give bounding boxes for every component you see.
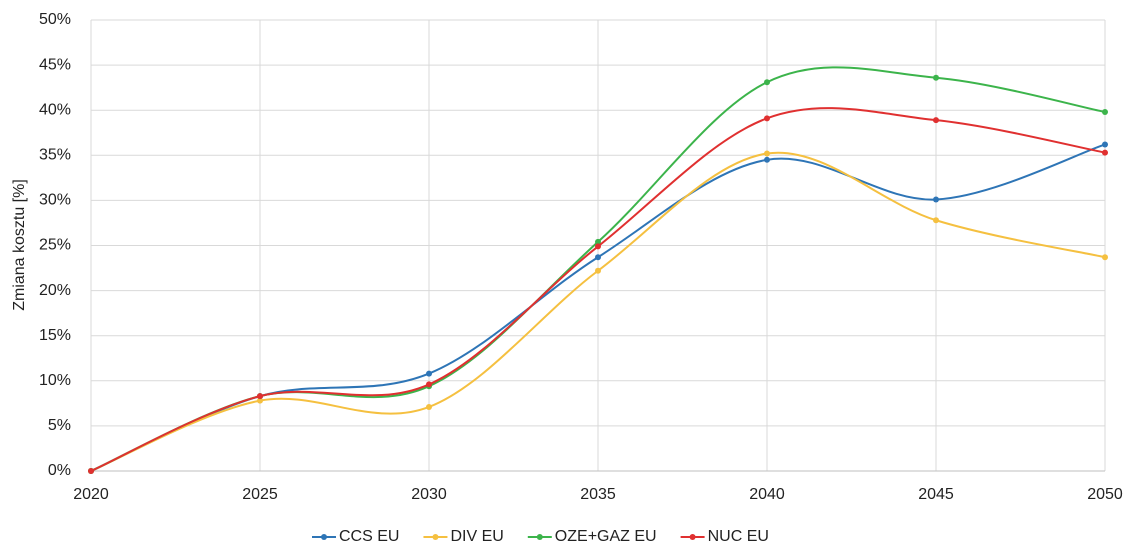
legend-label: NUC EU — [708, 528, 769, 545]
x-tick-label: 2050 — [1087, 486, 1123, 503]
x-tick-label: 2030 — [411, 486, 447, 503]
legend-label: CCS EU — [339, 528, 399, 545]
y-axis-label: Zmiana kosztu [%] — [11, 179, 28, 311]
x-tick-label: 2040 — [749, 486, 785, 503]
y-tick-label: 45% — [39, 56, 71, 73]
legend-label: OZE+GAZ EU — [555, 528, 657, 545]
legend-marker — [536, 534, 543, 540]
y-tick-label: 20% — [39, 282, 71, 299]
x-tick-label: 2020 — [73, 486, 109, 503]
y-tick-label: 50% — [39, 11, 71, 28]
y-tick-label: 10% — [39, 372, 71, 389]
point — [595, 254, 601, 261]
point — [1102, 109, 1108, 116]
legend-marker — [689, 534, 696, 540]
y-tick-label: 15% — [39, 327, 71, 344]
y-tick-label: 25% — [39, 237, 71, 254]
x-tick-label: 2045 — [918, 486, 954, 503]
point — [595, 267, 601, 274]
y-tick-label: 40% — [39, 101, 71, 118]
y-tick-label: 5% — [48, 417, 71, 434]
point — [764, 156, 770, 163]
y-tick-label: 0% — [48, 462, 71, 479]
point — [595, 238, 601, 245]
point — [933, 74, 939, 81]
point — [764, 79, 770, 86]
x-tick-label: 2025 — [242, 486, 278, 503]
point — [933, 217, 939, 224]
point — [257, 397, 263, 404]
point — [1102, 254, 1108, 261]
point — [426, 403, 432, 410]
y-tick-label: 35% — [39, 147, 71, 164]
point — [88, 468, 94, 474]
point — [1102, 141, 1108, 148]
point — [595, 243, 601, 250]
y-tick-label: 30% — [39, 192, 71, 209]
point — [257, 393, 263, 400]
legend-marker — [432, 534, 439, 540]
point — [1102, 149, 1108, 156]
point — [426, 370, 432, 377]
point — [933, 196, 939, 203]
legend-label: DIV EU — [450, 528, 503, 545]
point — [426, 381, 432, 388]
point — [764, 115, 770, 122]
legend-marker — [321, 534, 327, 540]
point — [933, 117, 939, 124]
x-tick-label: 2035 — [580, 486, 616, 503]
point — [764, 150, 770, 157]
